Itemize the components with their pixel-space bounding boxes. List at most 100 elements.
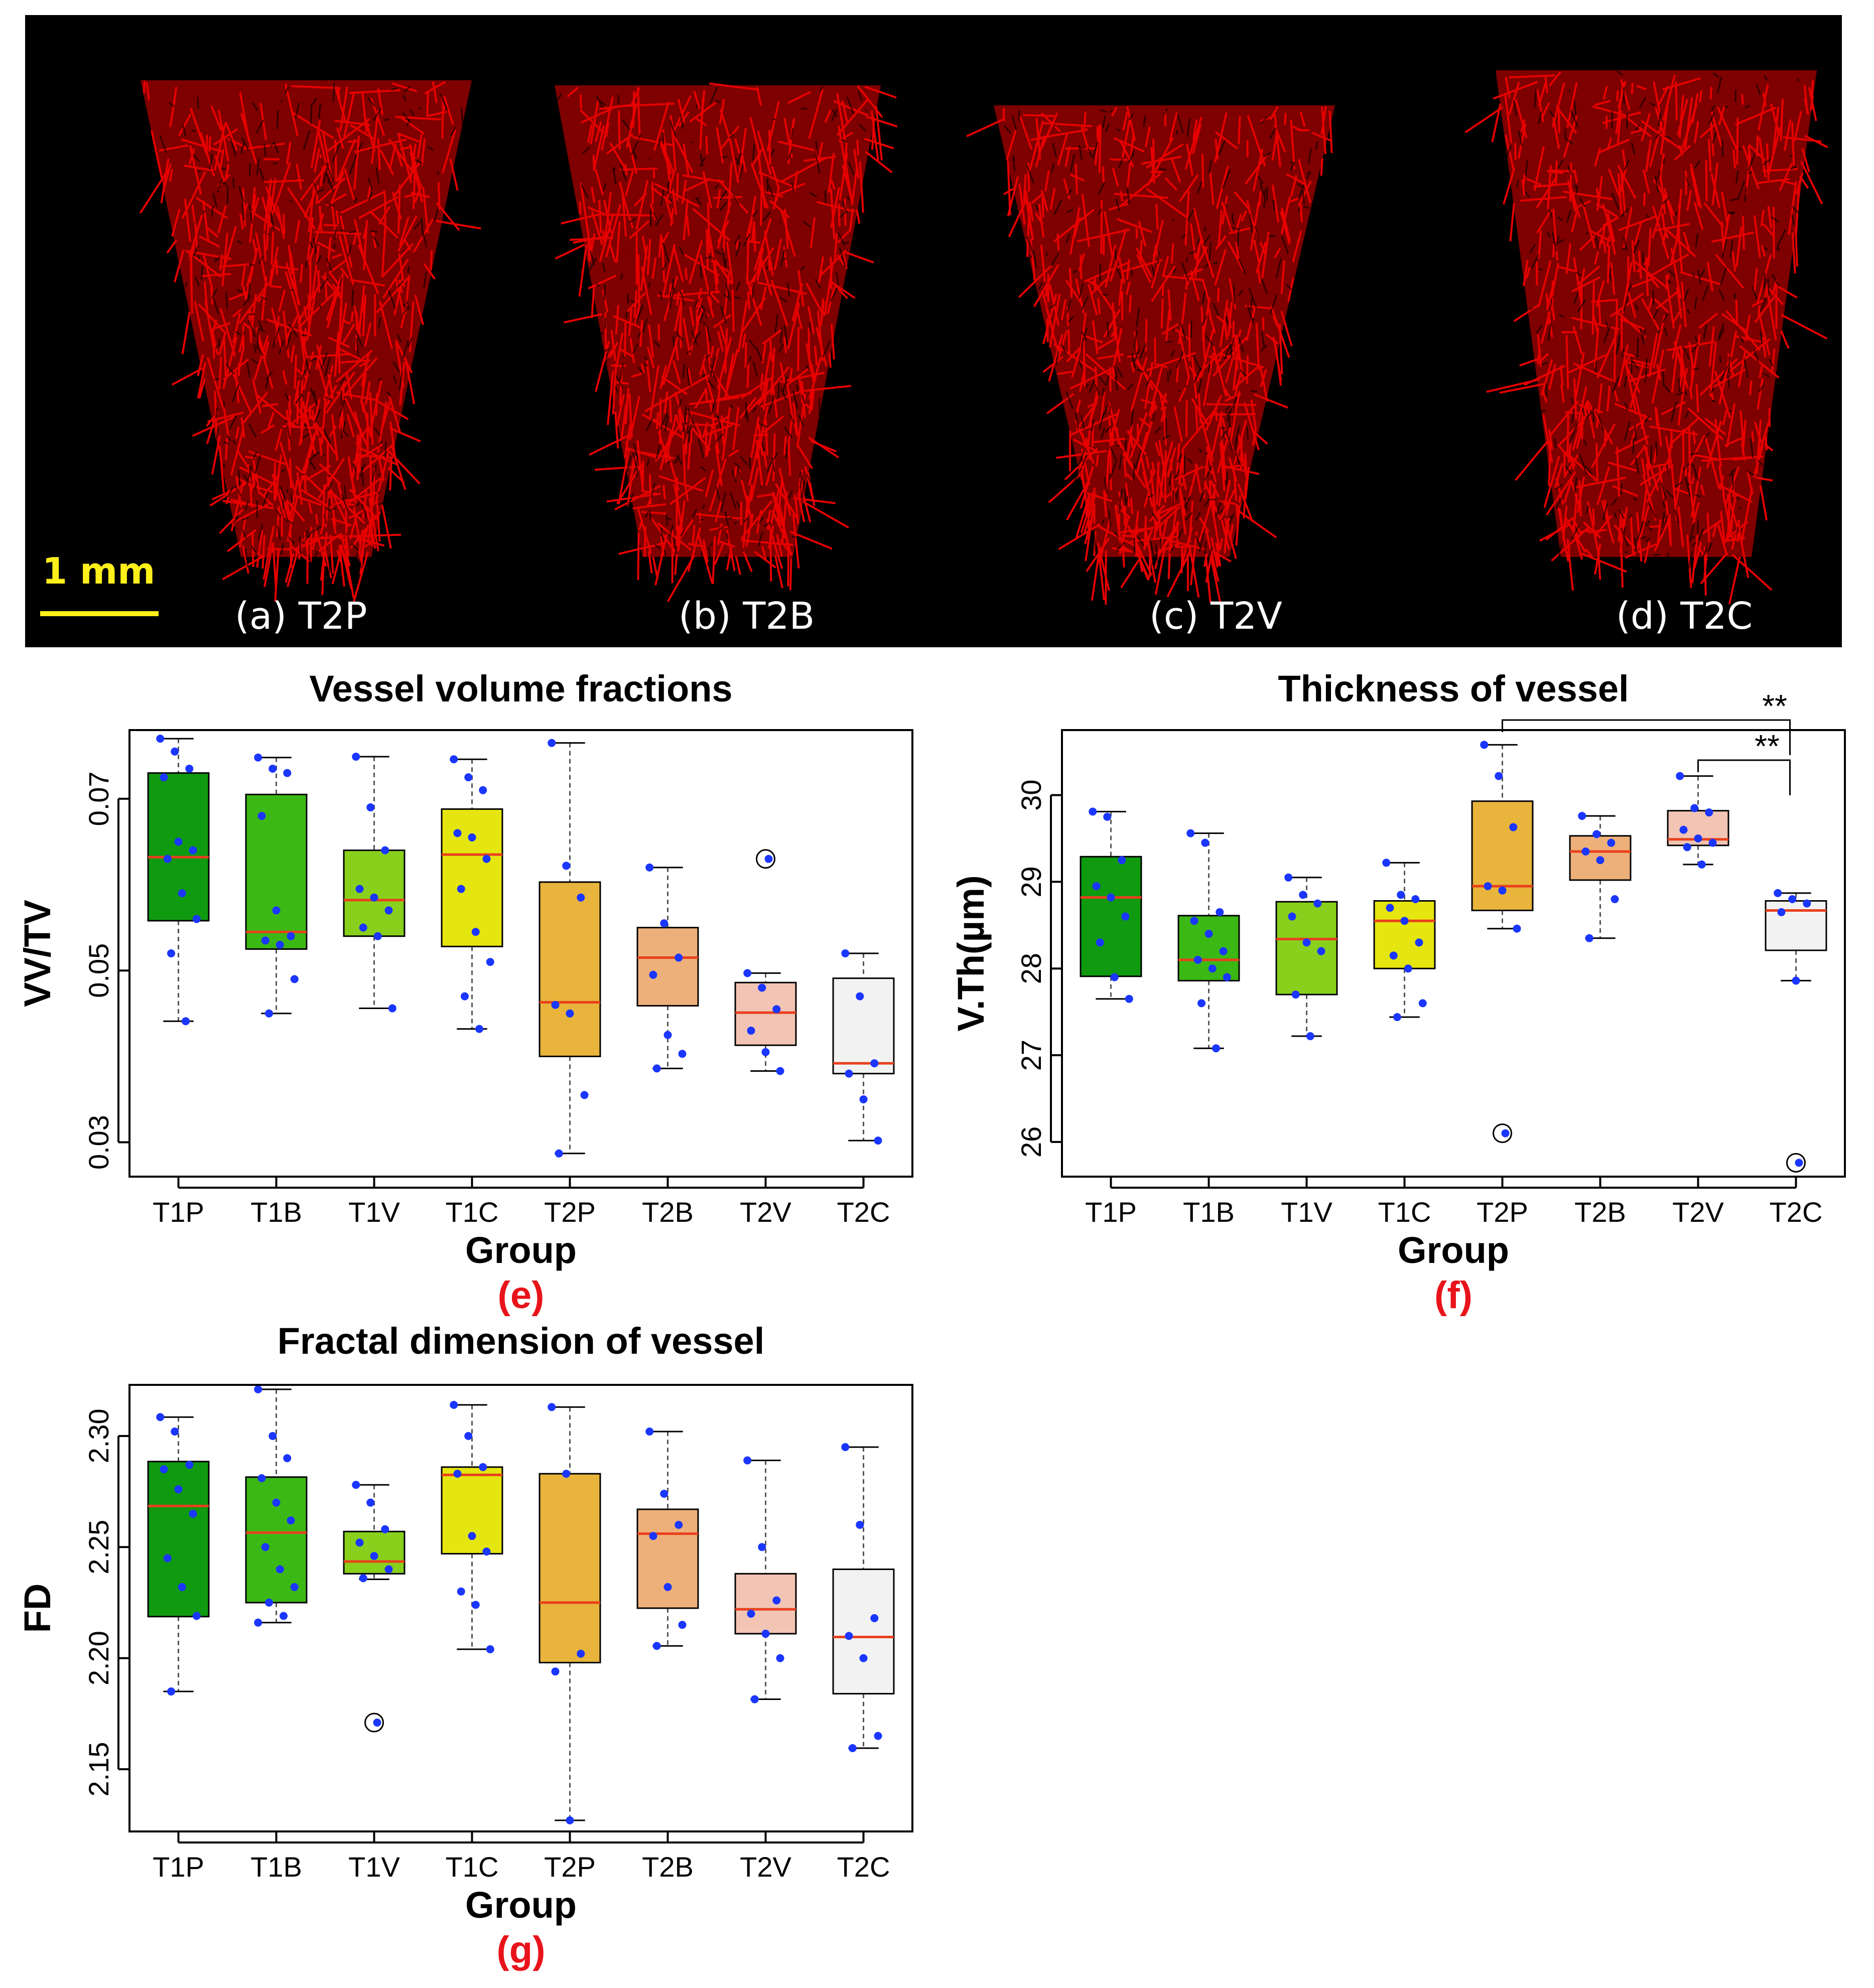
data-point	[1306, 1032, 1314, 1041]
y-tick-label: 0.05	[83, 943, 114, 998]
box-body	[539, 881, 601, 1057]
data-point	[1190, 917, 1198, 925]
data-point	[366, 1498, 375, 1507]
box-body	[1177, 915, 1240, 981]
data-point	[1676, 772, 1684, 780]
data-point	[1777, 908, 1786, 916]
data-point	[264, 1598, 273, 1607]
data-point	[1103, 812, 1112, 821]
box-body	[1373, 900, 1436, 969]
data-point	[283, 1454, 292, 1463]
vessel-gaps	[1003, 105, 1318, 565]
data-point	[355, 885, 364, 893]
data-point	[675, 1520, 683, 1529]
x-tick-label: T2P	[544, 1196, 596, 1228]
data-point	[269, 1432, 277, 1440]
box-T2B	[636, 863, 699, 1073]
chart-thickness-of-vessel: Thickness of vessel 26 27 28 29 30 T1P T1B T1V T1…	[950, 668, 1846, 1317]
x-tick-label: T1B	[250, 1851, 302, 1883]
x-tick-label: T2C	[837, 1196, 890, 1228]
box-T2C	[1765, 889, 1827, 1173]
box-T2B	[636, 1427, 699, 1650]
scale-bar-label: 1 mm	[42, 550, 156, 592]
x-tick-label: T1P	[153, 1851, 204, 1883]
data-point	[1284, 873, 1293, 882]
data-point	[743, 1456, 752, 1465]
data-point	[257, 812, 266, 820]
vessel-strands	[139, 80, 481, 602]
panel-label-a: (a) T2P	[235, 595, 367, 638]
x-tick-label: T1V	[1281, 1196, 1332, 1228]
data-point	[663, 1031, 672, 1039]
data-point	[772, 1005, 781, 1014]
data-point	[1578, 812, 1586, 820]
data-point	[1201, 838, 1210, 847]
data-point	[649, 970, 657, 979]
plot-frame	[128, 1384, 913, 1832]
data-point	[1690, 804, 1699, 812]
data-point	[1216, 908, 1224, 916]
x-tick-label: T1V	[348, 1851, 400, 1883]
outlier-point	[1501, 1129, 1510, 1138]
bracket-line	[1502, 719, 1791, 755]
data-point	[743, 969, 752, 977]
box-T1P	[147, 1413, 210, 1696]
box-body	[441, 1466, 503, 1555]
box-body	[245, 1476, 308, 1604]
data-point	[192, 1612, 201, 1620]
chart-title: Fractal dimension of vessel	[278, 1320, 765, 1362]
data-point	[370, 893, 378, 902]
y-tick-label: 2.15	[83, 1742, 114, 1797]
box-T1C	[441, 1400, 503, 1653]
x-tick-label: T1V	[348, 1196, 400, 1228]
y-tick-label: 30	[1015, 779, 1047, 810]
data-point	[660, 1489, 668, 1498]
box-T1B	[245, 1385, 308, 1627]
data-point	[486, 1645, 494, 1653]
data-point	[1110, 973, 1119, 981]
data-point	[457, 885, 465, 893]
y-tick-label: 2.20	[83, 1631, 114, 1685]
data-point	[384, 1565, 393, 1574]
data-point	[189, 1509, 197, 1518]
data-point	[261, 936, 270, 945]
data-point	[1509, 823, 1518, 831]
data-point	[254, 1618, 262, 1627]
chart-title: Vessel volume fractions	[309, 668, 732, 709]
box-T1V	[343, 1481, 406, 1733]
box-T2V	[734, 1456, 797, 1703]
x-tick-label: T2B	[1574, 1196, 1626, 1228]
data-point	[870, 1614, 879, 1622]
data-point	[163, 855, 172, 863]
data-point	[758, 1543, 766, 1551]
data-point	[1096, 938, 1104, 947]
data-point	[384, 906, 393, 915]
box-T1V	[1275, 873, 1338, 1041]
data-point	[156, 735, 165, 743]
box-T2P	[539, 1403, 601, 1824]
outlier-point	[764, 855, 773, 863]
x-tick-label: T2P	[1477, 1196, 1528, 1228]
data-point	[1792, 976, 1800, 985]
box-body	[636, 927, 699, 1007]
data-point	[758, 983, 766, 992]
data-point	[1495, 772, 1503, 780]
data-point	[580, 1091, 589, 1099]
data-point	[566, 1009, 574, 1018]
data-point	[486, 958, 494, 966]
y-tick-label: 28	[1015, 953, 1047, 984]
data-point	[185, 1461, 194, 1469]
data-point	[287, 1516, 295, 1525]
data-point	[355, 1538, 364, 1547]
data-point	[1683, 843, 1691, 851]
data-point	[1313, 899, 1322, 908]
data-point	[1389, 951, 1398, 960]
data-point	[457, 1587, 465, 1596]
box-T2V	[1667, 772, 1729, 869]
x-tick-label: T2B	[642, 1851, 694, 1883]
y-tick-label: 29	[1015, 866, 1047, 897]
y-tick-label: 2.30	[83, 1408, 114, 1463]
data-point	[1089, 807, 1097, 816]
data-point	[174, 837, 183, 846]
box-body	[832, 1569, 895, 1694]
